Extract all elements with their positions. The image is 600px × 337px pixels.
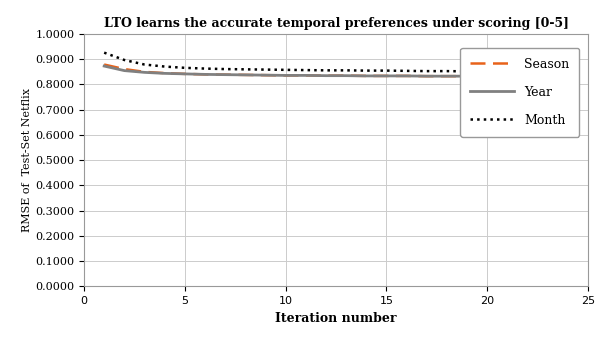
Legend: Season, Year, Month: Season, Year, Month — [460, 48, 579, 136]
Title: LTO learns the accurate temporal preferences under scoring [0-5]: LTO learns the accurate temporal prefere… — [104, 17, 569, 30]
Y-axis label: RMSE of  Test-Set Netflix: RMSE of Test-Set Netflix — [22, 88, 32, 232]
X-axis label: Iteration number: Iteration number — [275, 312, 397, 325]
